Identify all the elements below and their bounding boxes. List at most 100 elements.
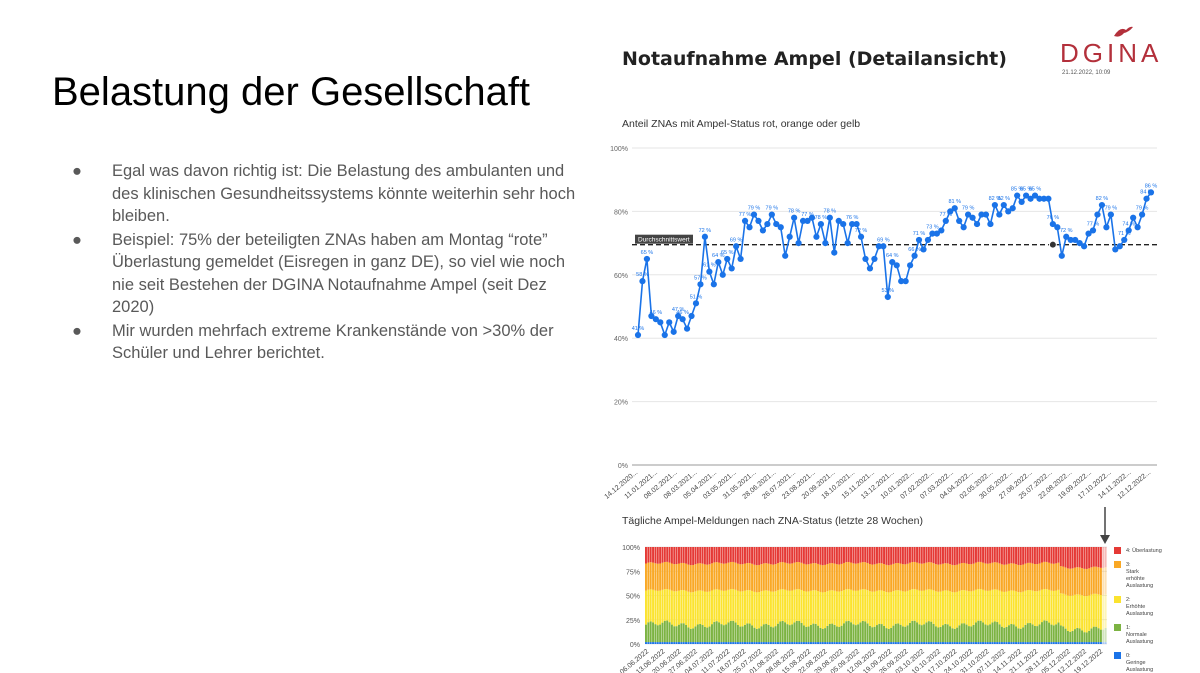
- bar-segment: [963, 623, 966, 643]
- bar-segment: [847, 561, 850, 590]
- stacked-bar-chart: 0%25%50%75%100%06.06.202213.06.202220.06…: [619, 507, 1162, 673]
- bar-segment: [729, 561, 732, 590]
- bar-segment: [1015, 547, 1018, 565]
- bar-segment: [946, 547, 949, 564]
- bar-segment: [701, 642, 704, 644]
- data-point: [634, 331, 642, 339]
- bar-segment: [833, 642, 836, 644]
- hover-marker: [1048, 240, 1057, 249]
- bar-segment: [998, 624, 1001, 643]
- bar-segment: [911, 620, 914, 643]
- bar-segment: [1059, 642, 1062, 644]
- bar-segment: [975, 642, 977, 644]
- bar-segment: [1055, 547, 1058, 564]
- bar-segment: [1010, 624, 1013, 643]
- dgina-logo: DGINA 21.12.2022, 10:09: [1060, 24, 1180, 80]
- bar-segment: [673, 642, 676, 644]
- bar-segment: [708, 591, 711, 627]
- bar-segment: [901, 547, 904, 565]
- bar-segment: [666, 561, 669, 590]
- bar-segment: [779, 547, 782, 563]
- bar-segment: [918, 624, 921, 643]
- bar-segment: [1041, 589, 1043, 623]
- bar-segment: [661, 589, 664, 623]
- bar-segment: [774, 564, 777, 592]
- data-point: [755, 217, 762, 225]
- bar-segment: [668, 562, 671, 590]
- data-point: [759, 227, 767, 234]
- bar-segment: [819, 642, 822, 644]
- bar-segment: [1097, 628, 1100, 643]
- bar-segment: [897, 642, 900, 644]
- bar-segment: [753, 627, 756, 643]
- bar-segment: [762, 547, 765, 564]
- bullet-item: ● Mir wurden mehrfach extreme Krankenstän…: [72, 320, 582, 365]
- bar-segment: [647, 547, 650, 563]
- bar-segment: [873, 547, 876, 565]
- data-point: [1049, 220, 1056, 228]
- bar-segment: [753, 591, 756, 628]
- bar-segment: [802, 642, 805, 644]
- bar-segment: [1017, 547, 1020, 565]
- bar-segment: [909, 562, 911, 590]
- bar-segment: [1055, 563, 1058, 591]
- bar-segment: [1017, 642, 1020, 644]
- bar-segment: [800, 589, 803, 623]
- bar-segment: [1005, 626, 1008, 643]
- bar-segment: [838, 591, 841, 628]
- bar-segment: [703, 591, 706, 627]
- data-label: 79 %: [748, 206, 761, 212]
- bar-segment: [944, 563, 947, 591]
- bar-segment: [1095, 547, 1098, 567]
- data-point: [853, 220, 860, 228]
- data-point: [996, 211, 1003, 218]
- data-point: [1138, 211, 1146, 218]
- y-tick-label: 0%: [630, 642, 640, 649]
- bar-segment: [1083, 547, 1086, 569]
- bar-segment: [843, 562, 845, 591]
- bar-segment: [703, 564, 706, 592]
- bar-segment: [979, 620, 982, 643]
- data-label: 78 %: [788, 209, 801, 215]
- bar-segment: [1074, 567, 1076, 595]
- bar-segment: [880, 642, 883, 644]
- bar-segment: [937, 564, 940, 592]
- data-label: 79 %: [962, 206, 975, 212]
- bar-segment: [833, 547, 836, 564]
- bar-segment: [864, 642, 867, 644]
- bar-segment: [859, 547, 862, 563]
- bar-segment: [1092, 547, 1095, 567]
- bar-segment: [838, 642, 841, 644]
- bar-segment: [982, 547, 985, 563]
- bar-segment: [892, 547, 895, 564]
- bar-segment: [739, 591, 742, 627]
- bar-segment: [708, 564, 711, 592]
- bar-segment: [814, 623, 817, 643]
- bar-segment: [741, 564, 744, 592]
- bar-segment: [687, 547, 690, 565]
- bar-segment: [901, 564, 904, 592]
- bar-segment: [694, 626, 697, 643]
- data-label: 65 %: [721, 250, 734, 256]
- bar-segment: [784, 642, 787, 644]
- data-point: [969, 214, 976, 221]
- legend-label: 0:: [1126, 653, 1131, 659]
- bar-segment: [701, 547, 704, 564]
- bar-segment: [1036, 591, 1039, 627]
- bar-segment: [659, 547, 662, 564]
- data-point: [750, 211, 758, 218]
- bar-segment: [793, 589, 796, 623]
- bar-segment: [678, 590, 680, 625]
- bar-segment: [1008, 590, 1010, 626]
- bar-segment: [1041, 562, 1043, 590]
- bar-segment: [1024, 590, 1027, 625]
- bar-segment: [925, 642, 928, 644]
- bar-segment: [769, 547, 772, 565]
- bar-segment: [923, 642, 926, 644]
- bar-segment: [956, 642, 959, 644]
- bullet-list: ● Egal was davon richtig ist: Die Belastu…: [72, 160, 582, 366]
- bar-segment: [694, 591, 697, 627]
- bar-segment: [748, 563, 751, 591]
- data-label: 86 %: [1145, 183, 1158, 189]
- bar-segment: [1026, 642, 1029, 644]
